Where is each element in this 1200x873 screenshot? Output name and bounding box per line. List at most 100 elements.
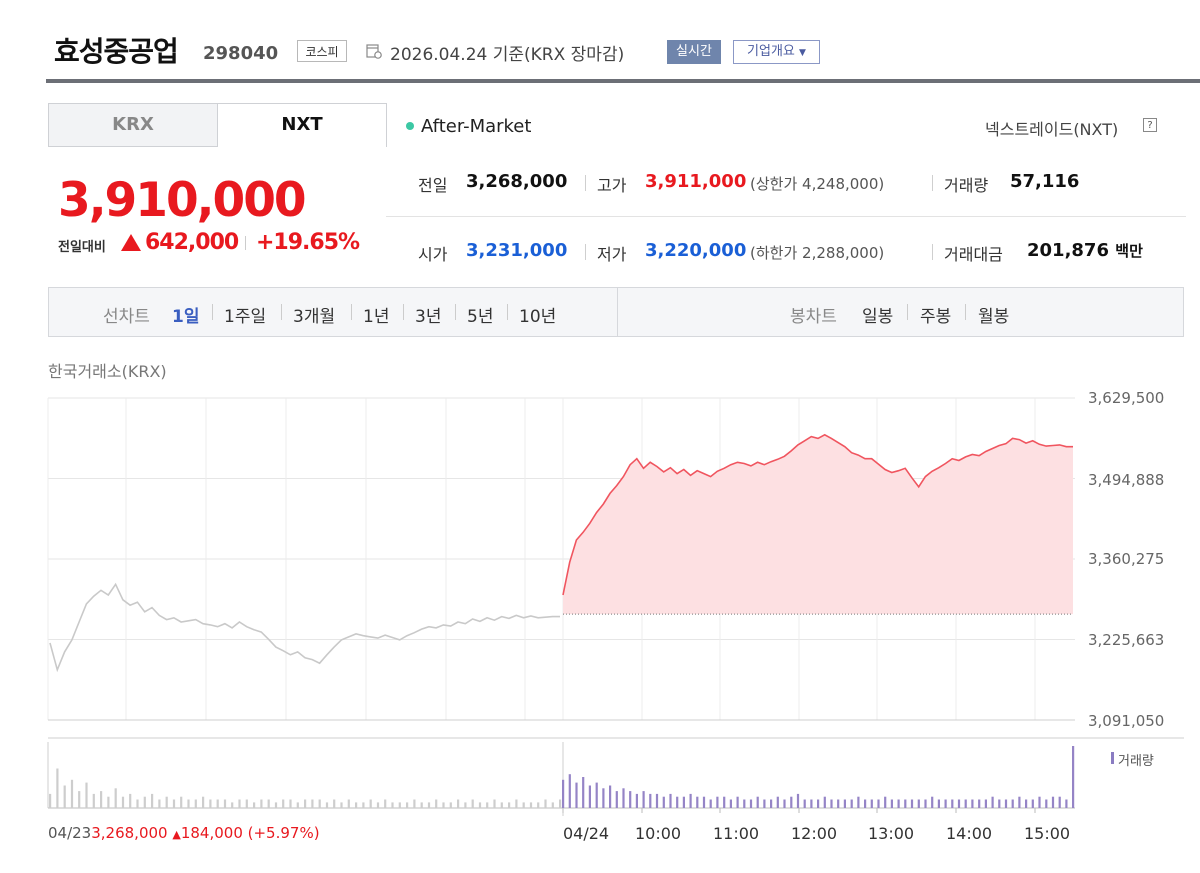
- volume-bar: [1045, 799, 1048, 808]
- period-weekly-candle[interactable]: 주봉: [920, 307, 952, 327]
- prev-day-info: 04/233,268,000 ▲184,000 (+5.97%): [48, 824, 320, 842]
- volume-bar: [355, 802, 358, 808]
- tab-nxt[interactable]: NXT: [218, 103, 387, 147]
- volume-bar: [957, 799, 961, 808]
- company-name: 효성중공업: [54, 35, 179, 68]
- period-1d[interactable]: 1일: [172, 307, 200, 327]
- volume-bar: [100, 791, 103, 808]
- period-5y[interactable]: 5년: [467, 307, 494, 327]
- high-label: 고가: [597, 176, 627, 195]
- volume-bar: [830, 799, 833, 808]
- volume-bar: [274, 802, 278, 808]
- amount-unit: 백만: [1115, 242, 1143, 260]
- period-separator: [403, 304, 404, 320]
- volume-bar: [85, 782, 88, 808]
- change-label: 전일대비: [58, 240, 106, 255]
- change-divider: [245, 236, 246, 250]
- volume-bar: [136, 799, 139, 808]
- period-divider: [617, 288, 618, 336]
- x-tick-label: 13:00: [868, 824, 915, 843]
- volume-bar: [318, 799, 321, 808]
- amount-label: 거래대금: [944, 245, 1003, 264]
- exchange-link[interactable]: 넥스트레이드(NXT): [985, 120, 1119, 139]
- period-bar: [48, 287, 1184, 337]
- volume-bar: [282, 799, 285, 808]
- period-3m[interactable]: 3개월: [293, 307, 336, 327]
- period-separator: [455, 304, 456, 320]
- volume-bar: [78, 791, 81, 808]
- volume-bar: [49, 793, 52, 808]
- change-percent: +19.65%: [256, 230, 360, 255]
- period-separator: [965, 304, 966, 320]
- volume-bar: [877, 799, 880, 808]
- volume-bar: [551, 802, 554, 808]
- prev-day-change: 184,000: [180, 824, 243, 842]
- period-1w[interactable]: 1주일: [224, 307, 267, 327]
- prev-close-label: 전일: [418, 176, 448, 195]
- volume-bar: [202, 796, 205, 808]
- volume-bar: [70, 779, 74, 808]
- volume-bar: [756, 796, 759, 808]
- volume-bar: [121, 796, 125, 808]
- price-line-04-24: [562, 433, 1073, 596]
- period-10y[interactable]: 10년: [519, 307, 557, 327]
- volume-bar: [783, 799, 786, 808]
- lower-limit-label: 하한가: [755, 244, 798, 262]
- volume-bar: [971, 799, 974, 808]
- volume-bar: [743, 799, 746, 808]
- period-daily-candle[interactable]: 일봉: [862, 307, 894, 327]
- price-area-fill: [563, 434, 1073, 615]
- realtime-button[interactable]: 실시간: [667, 40, 721, 64]
- header-divider: [46, 79, 1200, 83]
- volume-bar: [582, 777, 585, 808]
- lower-limit: (하한가 2,288,000): [750, 244, 885, 262]
- volume-bar: [500, 802, 503, 808]
- volume-bar: [1004, 799, 1008, 808]
- volume-bar: [260, 799, 263, 808]
- volume-bar: [864, 799, 867, 808]
- help-icon[interactable]: ?: [1143, 118, 1157, 132]
- volume-bar: [709, 799, 712, 808]
- amount-value: 201,876 백만: [1027, 240, 1143, 261]
- period-1y[interactable]: 1년: [363, 307, 390, 327]
- base-date: 2026.04.24 기준(KRX 장마감): [390, 45, 625, 65]
- volume-bar: [723, 796, 726, 808]
- summary-divider-line: [386, 216, 1186, 217]
- open-label: 시가: [418, 245, 448, 264]
- volume-bar: [622, 788, 625, 808]
- chart-source-label: 한국거래소(KRX): [48, 362, 167, 381]
- volume-bar: [595, 782, 598, 808]
- company-info-dropdown[interactable]: 기업개요 ▼: [733, 40, 820, 64]
- volume-bar: [180, 796, 183, 808]
- summary-divider: [932, 175, 933, 191]
- volume-bar: [129, 793, 132, 808]
- low-value: 3,220,000: [645, 240, 747, 261]
- up-triangle-icon: [121, 234, 141, 251]
- volume-bar: [413, 799, 416, 808]
- period-monthly-candle[interactable]: 월봉: [978, 307, 1010, 327]
- volume-bar: [635, 793, 638, 808]
- low-label: 저가: [597, 245, 627, 264]
- volume-bar: [559, 799, 562, 808]
- volume-bar: [964, 799, 967, 808]
- prev-day-pct: (+5.97%): [247, 824, 320, 842]
- volume-bar: [796, 793, 800, 808]
- session-status: After-Market: [421, 116, 532, 137]
- volume-bar: [770, 799, 773, 808]
- volume-label: 거래량: [944, 176, 989, 195]
- period-separator: [212, 304, 213, 320]
- volume-bar: [857, 796, 860, 808]
- tab-krx[interactable]: KRX: [48, 103, 218, 147]
- period-3y[interactable]: 3년: [415, 307, 442, 327]
- prev-day-up-icon: ▲: [172, 828, 181, 841]
- volume-bar: [1051, 796, 1055, 808]
- caret-down-icon: ▼: [799, 48, 806, 58]
- volume-bar: [529, 802, 533, 808]
- volume-bar: [823, 796, 826, 808]
- volume-bar: [649, 793, 652, 808]
- volume-bar: [296, 802, 299, 808]
- volume-bar: [223, 799, 227, 808]
- status-dot-icon: [406, 122, 414, 130]
- period-separator: [907, 304, 908, 320]
